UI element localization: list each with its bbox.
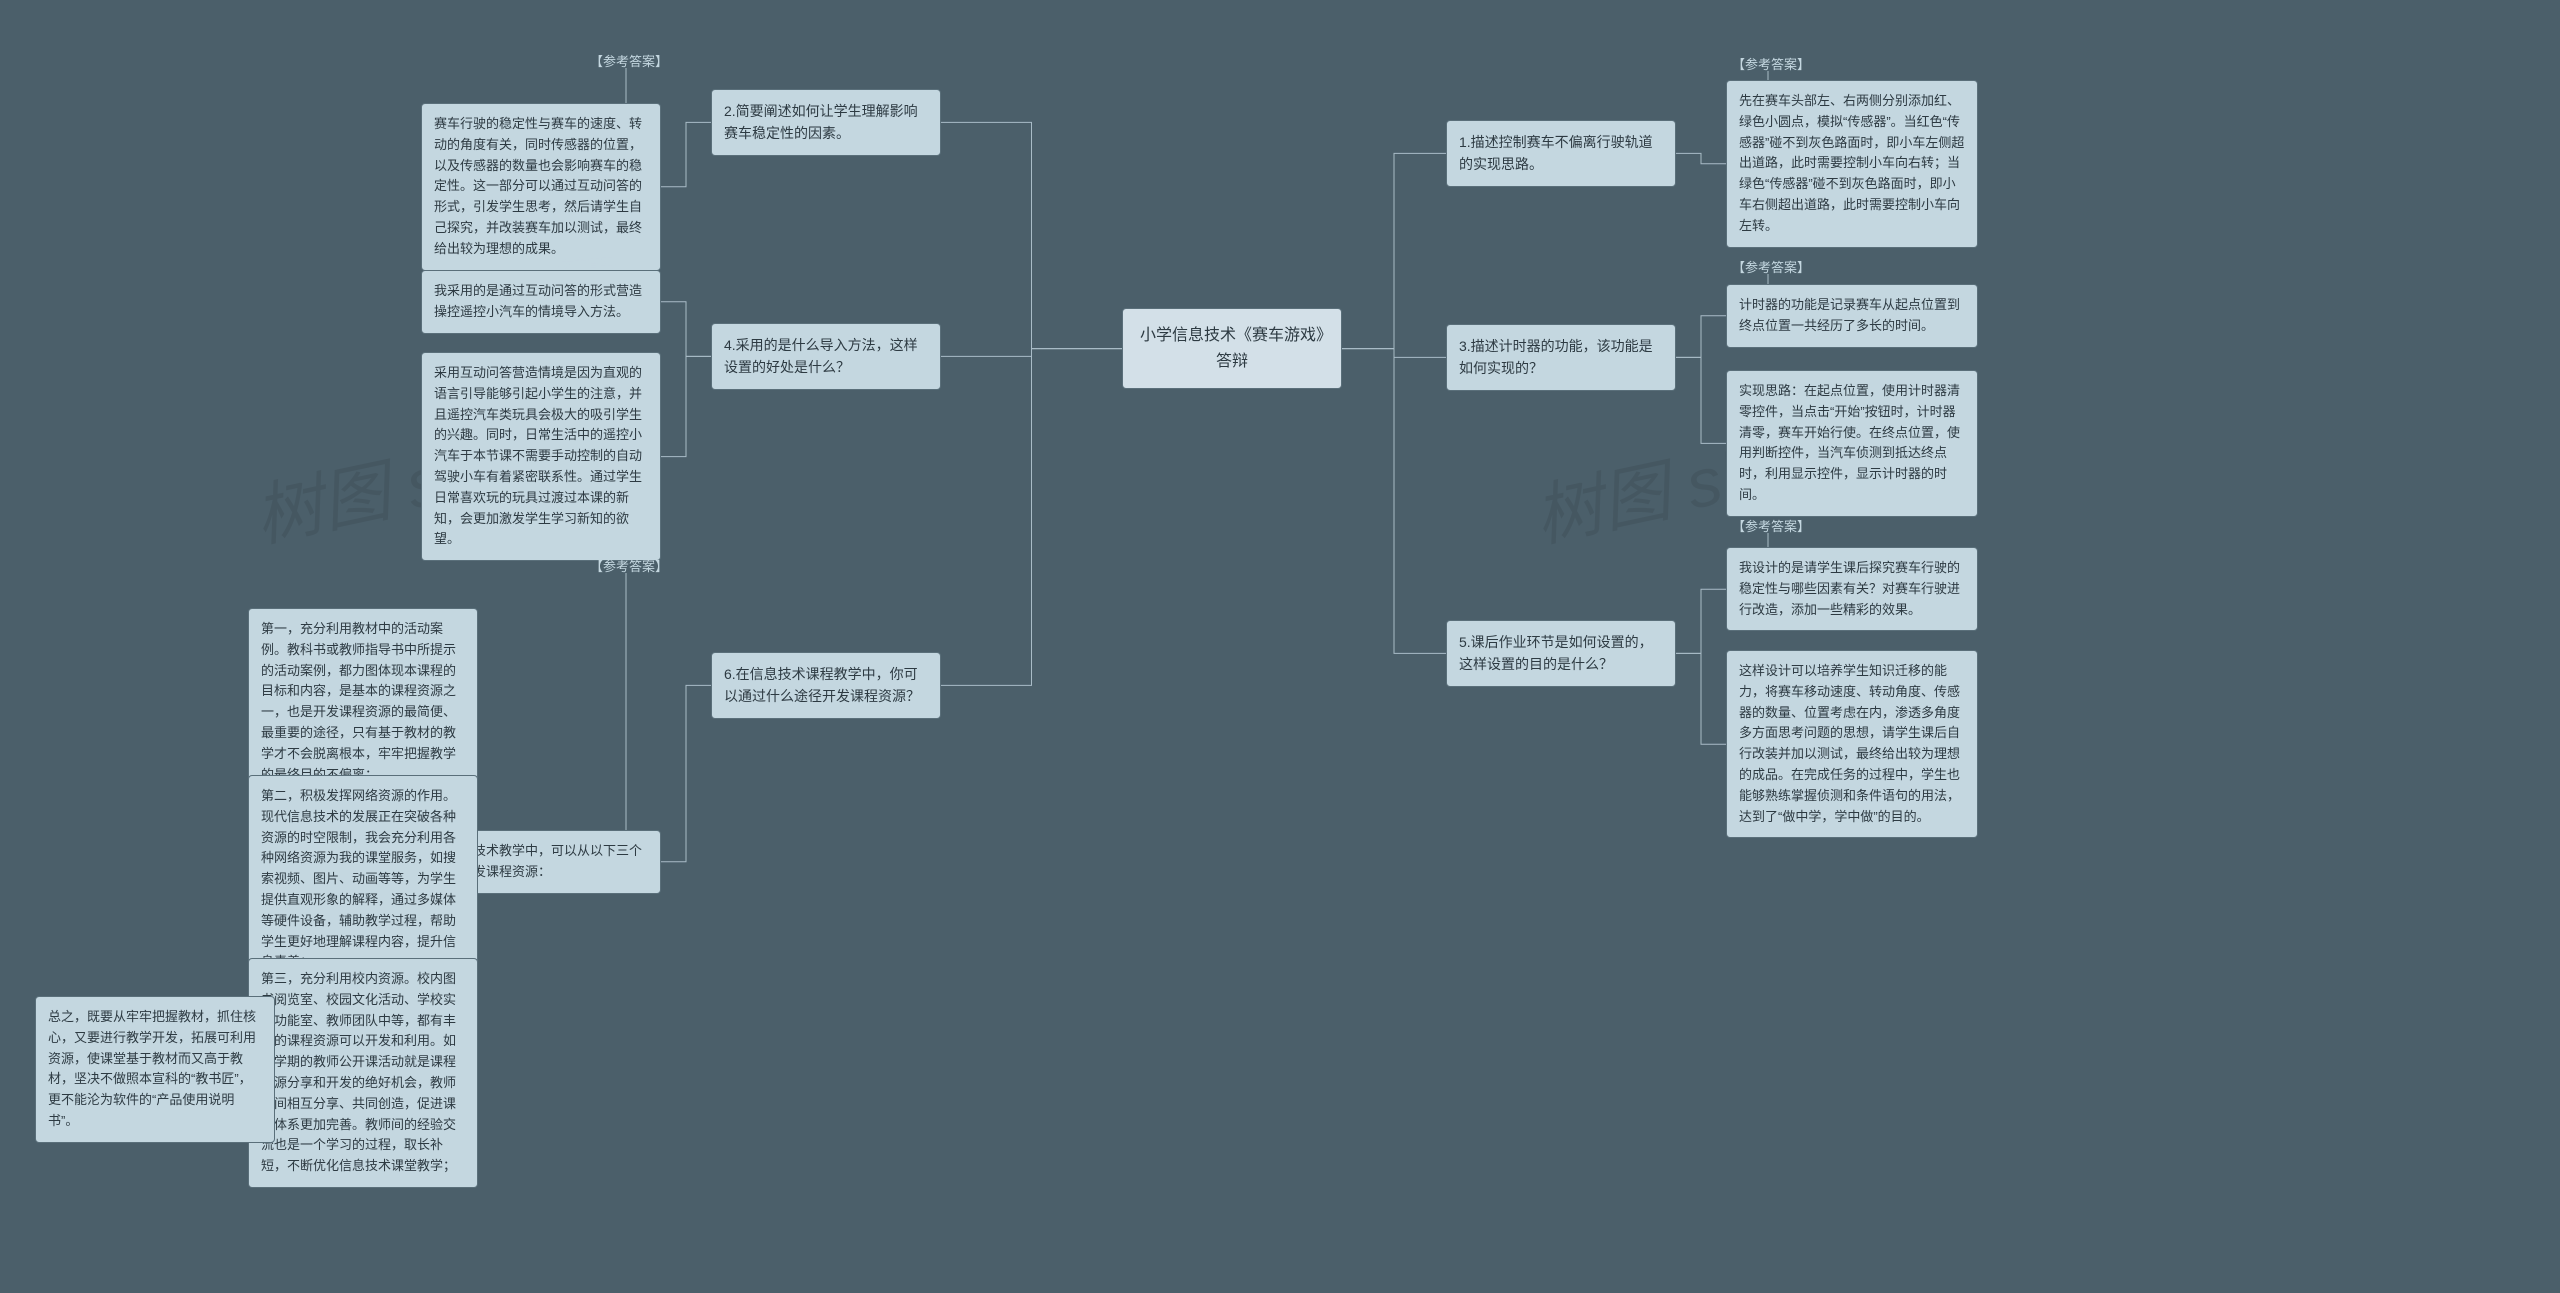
a3b: 实现思路：在起点位置，使用计时器清零控件，当点击“开始”按钮时，计时器清零，赛车…	[1726, 370, 1978, 517]
a6p1: 第一，充分利用教材中的活动案例。教科书或教师指导书中所提示的活动案例，都力图体现…	[248, 608, 478, 796]
a1: 先在赛车头部左、右两侧分别添加红、绿色小圆点，模拟“传感器”。当红色“传感器”碰…	[1726, 80, 1978, 248]
q2tag: 【参考答案】	[586, 50, 672, 75]
q1: 1.描述控制赛车不偏离行驶轨道的实现思路。	[1446, 120, 1676, 187]
a6p2: 第二，积极发挥网络资源的作用。现代信息技术的发展正在突破各种资源的时空限制，我会…	[248, 775, 478, 984]
a6p3: 第三，充分利用校内资源。校内图书阅览室、校园文化活动、学校实训功能室、教师团队中…	[248, 958, 478, 1188]
q6: 6.在信息技术课程教学中，你可以通过什么途径开发课程资源？	[711, 652, 941, 719]
q2: 2.简要阐述如何让学生理解影响赛车稳定性的因素。	[711, 89, 941, 156]
q3: 3.描述计时器的功能，该功能是如何实现的？	[1446, 324, 1676, 391]
q1tag: 【参考答案】	[1728, 53, 1814, 78]
root: 小学信息技术《赛车游戏》答辩	[1122, 308, 1342, 389]
q5: 5.课后作业环节是如何设置的，这样设置的目的是什么？	[1446, 620, 1676, 687]
a4a: 我采用的是通过互动问答的形式营造操控遥控小汽车的情境导入方法。	[421, 270, 661, 334]
q5tag: 【参考答案】	[1728, 515, 1814, 540]
q6tag: 【参考答案】	[586, 555, 672, 580]
a3a: 计时器的功能是记录赛车从起点位置到终点位置一共经历了多长的时间。	[1726, 284, 1978, 348]
a6sum: 总之，既要从牢牢把握教材，抓住核心，又要进行教学开发，拓展可利用资源，使课堂基于…	[35, 996, 275, 1143]
q4: 4.采用的是什么导入方法，这样设置的好处是什么？	[711, 323, 941, 390]
a5b: 这样设计可以培养学生知识迁移的能力，将赛车移动速度、转动角度、传感器的数量、位置…	[1726, 650, 1978, 838]
a4b: 采用互动问答营造情境是因为直观的语言引导能够引起小学生的注意，并且遥控汽车类玩具…	[421, 352, 661, 561]
a5a: 我设计的是请学生课后探究赛车行驶的稳定性与哪些因素有关？对赛车行驶进行改造，添加…	[1726, 547, 1978, 631]
q3tag: 【参考答案】	[1728, 256, 1814, 281]
a2: 赛车行驶的稳定性与赛车的速度、转动的角度有关，同时传感器的位置，以及传感器的数量…	[421, 103, 661, 271]
